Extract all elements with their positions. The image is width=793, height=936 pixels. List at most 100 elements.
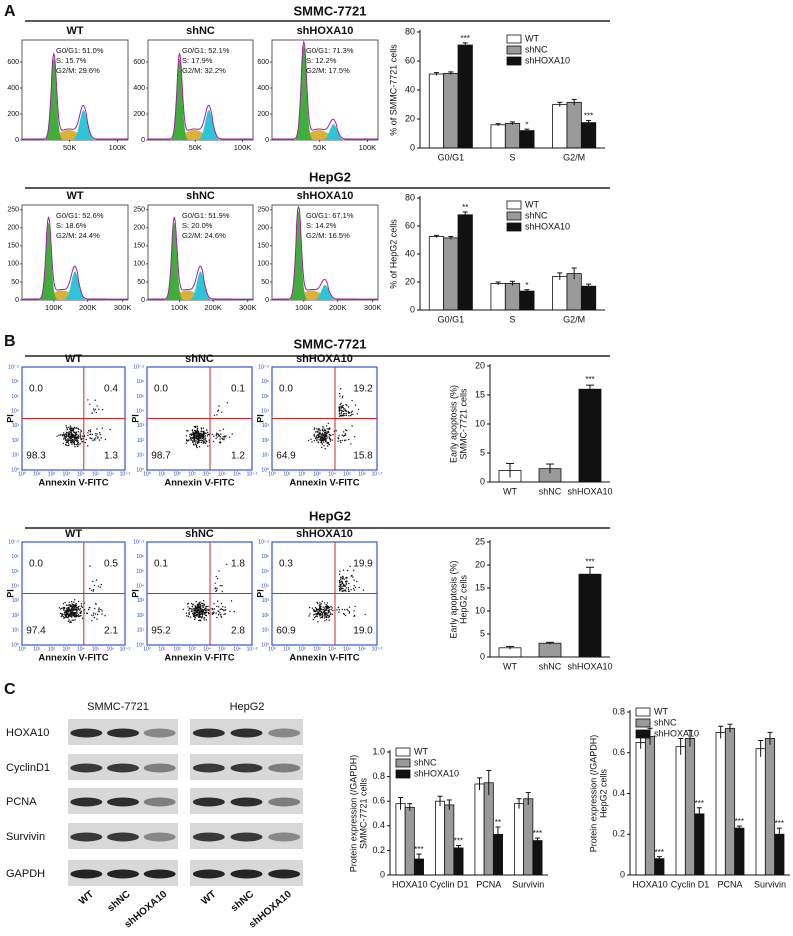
bar: [532, 840, 543, 876]
x-tick-label: Cyclin D1: [430, 879, 469, 889]
event-dot: [344, 408, 346, 410]
event-dot: [351, 425, 353, 427]
event-dot: [324, 612, 326, 614]
event-dot: [197, 441, 200, 443]
event-dot: [320, 441, 322, 444]
event-dot: [346, 569, 349, 572]
event-dot: [350, 589, 352, 591]
x-tick-label: 10⁰: [18, 646, 26, 652]
x-tick-label: S: [509, 152, 515, 162]
event-dot: [73, 612, 76, 614]
event-dot: [340, 577, 342, 579]
event-dot: [222, 608, 224, 611]
event-dot: [92, 589, 95, 591]
legend-swatch: [506, 34, 522, 44]
band: [268, 763, 301, 773]
y-tick-label: 10⁷·²: [8, 539, 19, 545]
event-dot: [79, 609, 81, 611]
event-dot: [338, 573, 341, 575]
y-axis-label: Early apoptosis (%): [448, 560, 458, 638]
x-tick-label: WT: [503, 486, 517, 496]
event-dot: [342, 584, 345, 586]
y-tick-label: 25: [475, 536, 485, 546]
quadrant-value: 97.4: [26, 626, 46, 637]
event-dot: [325, 441, 327, 443]
event-dot: [67, 432, 69, 434]
event-dot: [201, 602, 203, 605]
event-dot: [322, 606, 324, 608]
x-tick-label: 10³: [313, 646, 321, 652]
y-tick-label: 250: [133, 207, 145, 214]
event-dot: [202, 427, 205, 429]
event-dot: [87, 430, 90, 432]
legend-label: shHOXA10: [654, 728, 699, 738]
event-dot: [214, 582, 216, 584]
event-dot: [203, 438, 205, 440]
event-dot: [182, 608, 184, 611]
event-dot: [70, 441, 72, 444]
x-tick-label: 10⁰: [268, 646, 276, 652]
event-dot: [225, 435, 227, 437]
x-tick-label: 10¹: [33, 646, 41, 652]
event-dot: [73, 431, 76, 434]
quadrant-value: 98.7: [151, 451, 171, 462]
x-tick-label: 10¹: [283, 646, 291, 652]
x-axis-label: Annexin V-FITC: [164, 478, 234, 489]
x-tick-label: 10⁶: [358, 471, 366, 477]
event-dot: [193, 607, 195, 610]
event-dot: [78, 428, 80, 431]
event-dot: [70, 427, 73, 430]
event-dot: [327, 422, 329, 425]
event-dot: [70, 431, 72, 433]
event-dot: [324, 431, 326, 434]
event-dot: [341, 580, 343, 583]
event-dot: [74, 613, 76, 615]
x-tick-label: G2/M: [563, 314, 585, 324]
x-tick-label: 10³: [188, 646, 196, 652]
event-dot: [192, 438, 194, 440]
y-tick-label: 80: [405, 26, 415, 36]
event-dot: [198, 608, 200, 611]
event-dot: [216, 432, 218, 434]
event-dot: [347, 588, 350, 591]
event-dot: [224, 613, 226, 615]
event-dot: [65, 612, 67, 614]
event-dot: [216, 616, 218, 619]
event-dot: [322, 426, 324, 428]
event-dot: [196, 446, 198, 449]
event-dot: [93, 616, 96, 619]
event-dot: [74, 599, 76, 601]
y-tick-label: 10³: [262, 423, 270, 429]
event-dot: [198, 446, 201, 448]
event-dot: [90, 437, 92, 439]
event-dot: [89, 431, 92, 433]
significance: ***: [584, 112, 593, 121]
y-tick-label: 150: [257, 243, 269, 250]
event-dot: [337, 606, 340, 609]
event-dot: [191, 610, 193, 613]
event-dot: [348, 612, 351, 614]
y-axis-label: % of HepG2 cells: [388, 219, 398, 289]
event-dot: [348, 438, 350, 441]
event-dot: [311, 607, 314, 609]
event-dot: [89, 565, 91, 567]
event-dot: [194, 440, 196, 443]
significance: *: [525, 281, 528, 290]
event-dot: [195, 430, 198, 432]
event-dot: [221, 437, 223, 439]
bar: [428, 236, 445, 311]
event-dot: [64, 433, 66, 436]
event-dot: [98, 608, 100, 611]
plot-title: shHOXA10: [296, 528, 353, 540]
event-dot: [318, 428, 320, 431]
event-dot: [62, 603, 65, 605]
y-tick-label: 0.6: [372, 796, 385, 806]
legend-swatch: [506, 222, 522, 232]
panel-label: C: [4, 681, 16, 698]
event-dot: [196, 607, 199, 610]
event-dot: [91, 438, 93, 440]
x-tick-label: 10⁶: [106, 471, 114, 477]
event-dot: [345, 576, 347, 579]
event-dot: [69, 611, 71, 613]
